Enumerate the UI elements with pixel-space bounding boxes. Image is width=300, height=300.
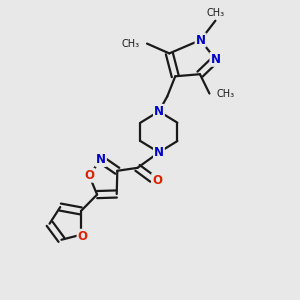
Text: CH₃: CH₃ <box>122 39 140 49</box>
Text: N: N <box>210 53 220 66</box>
Text: CH₃: CH₃ <box>217 88 235 98</box>
Text: O: O <box>77 230 88 243</box>
Text: N: N <box>154 105 164 118</box>
Text: O: O <box>152 174 162 187</box>
Text: O: O <box>84 169 94 182</box>
Text: N: N <box>154 146 164 159</box>
Text: CH₃: CH₃ <box>206 8 224 18</box>
Text: N: N <box>96 153 106 166</box>
Text: N: N <box>196 34 206 46</box>
